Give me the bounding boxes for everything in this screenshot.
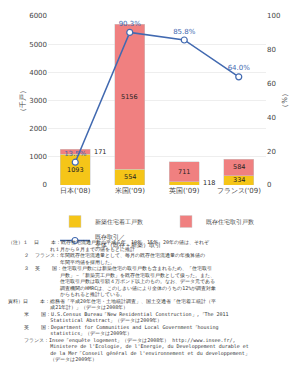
svg-text:171: 171 xyxy=(94,148,106,156)
svg-text:334: 334 xyxy=(233,176,245,184)
svg-text:64.0%: 64.0% xyxy=(228,64,251,72)
svg-text:2000: 2000 xyxy=(29,125,47,133)
svg-text:80: 80 xyxy=(267,46,276,54)
svg-text:85.8%: 85.8% xyxy=(173,28,196,36)
svg-text:既存取引／全体（既存＋新築）取引: 既存取引／全体（既存＋新築）取引 xyxy=(95,233,161,249)
svg-text:40: 40 xyxy=(267,114,276,122)
svg-text:1093: 1093 xyxy=(67,166,84,174)
svg-text:既存住宅取引戸数: 既存住宅取引戸数 xyxy=(206,218,254,225)
svg-text:（千戸）: （千戸） xyxy=(19,87,27,115)
svg-text:711: 711 xyxy=(178,168,190,176)
svg-text:フランス('09): フランス('09) xyxy=(217,187,262,195)
svg-text:13.5%: 13.5% xyxy=(64,150,87,158)
svg-text:0: 0 xyxy=(267,181,271,189)
svg-text:60: 60 xyxy=(267,80,276,88)
svg-text:0: 0 xyxy=(43,181,47,189)
svg-text:3000: 3000 xyxy=(29,97,47,105)
svg-text:5000: 5000 xyxy=(29,41,47,49)
svg-text:6000: 6000 xyxy=(29,12,47,20)
svg-text:118: 118 xyxy=(203,179,215,187)
svg-text:554: 554 xyxy=(124,173,136,181)
svg-text:5156: 5156 xyxy=(121,93,138,101)
svg-text:1000: 1000 xyxy=(29,153,47,161)
svg-text:米国('09): 米国('09) xyxy=(115,187,146,195)
svg-text:（%）: （%） xyxy=(281,90,289,111)
svg-text:日本('08): 日本('08) xyxy=(60,187,91,195)
svg-text:（注）１ 日 本：既存住宅流通戸数の平成５年、10年: （注）１ 日 本：既存住宅流通戸数の平成５年、10年、15年、20年の値は、それ… xyxy=(8,239,250,362)
svg-text:新築住宅着工戸数: 新築住宅着工戸数 xyxy=(95,218,143,225)
svg-text:20: 20 xyxy=(267,148,276,156)
svg-text:584: 584 xyxy=(233,163,245,171)
svg-text:100: 100 xyxy=(267,12,280,20)
svg-text:4000: 4000 xyxy=(29,69,47,77)
svg-text:90.3%: 90.3% xyxy=(119,20,142,28)
svg-text:英国('09): 英国('09) xyxy=(169,187,200,195)
